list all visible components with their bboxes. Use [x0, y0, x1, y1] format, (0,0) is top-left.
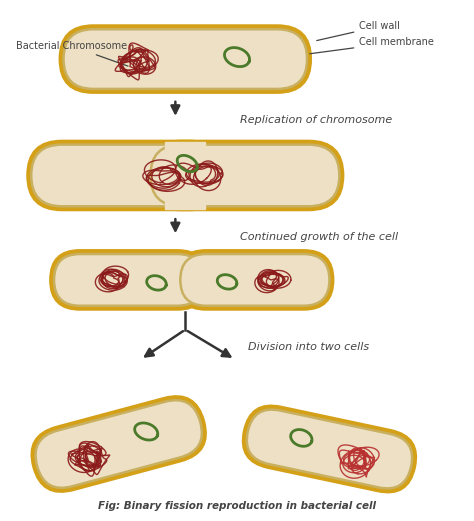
FancyBboxPatch shape [49, 249, 208, 311]
Text: Bacterial Chromosome: Bacterial Chromosome [16, 41, 128, 66]
FancyBboxPatch shape [180, 254, 329, 306]
FancyBboxPatch shape [175, 249, 335, 311]
FancyBboxPatch shape [242, 404, 417, 493]
FancyBboxPatch shape [31, 145, 220, 206]
Text: Continued growth of the cell: Continued growth of the cell [240, 232, 398, 242]
Text: Cell wall: Cell wall [317, 21, 400, 41]
Text: Replication of chromosome: Replication of chromosome [240, 115, 392, 125]
FancyBboxPatch shape [165, 142, 205, 209]
FancyBboxPatch shape [26, 140, 225, 211]
Text: Cell membrane: Cell membrane [310, 37, 434, 54]
FancyBboxPatch shape [146, 140, 345, 211]
Text: Division into two cells: Division into two cells [248, 342, 369, 352]
FancyBboxPatch shape [36, 400, 202, 488]
FancyBboxPatch shape [54, 254, 203, 306]
FancyBboxPatch shape [30, 395, 207, 493]
Text: Fig: Binary fission reproduction in bacterial cell: Fig: Binary fission reproduction in bact… [98, 501, 376, 511]
FancyBboxPatch shape [151, 145, 339, 206]
FancyBboxPatch shape [64, 29, 307, 89]
FancyBboxPatch shape [59, 24, 312, 94]
FancyBboxPatch shape [247, 410, 412, 488]
